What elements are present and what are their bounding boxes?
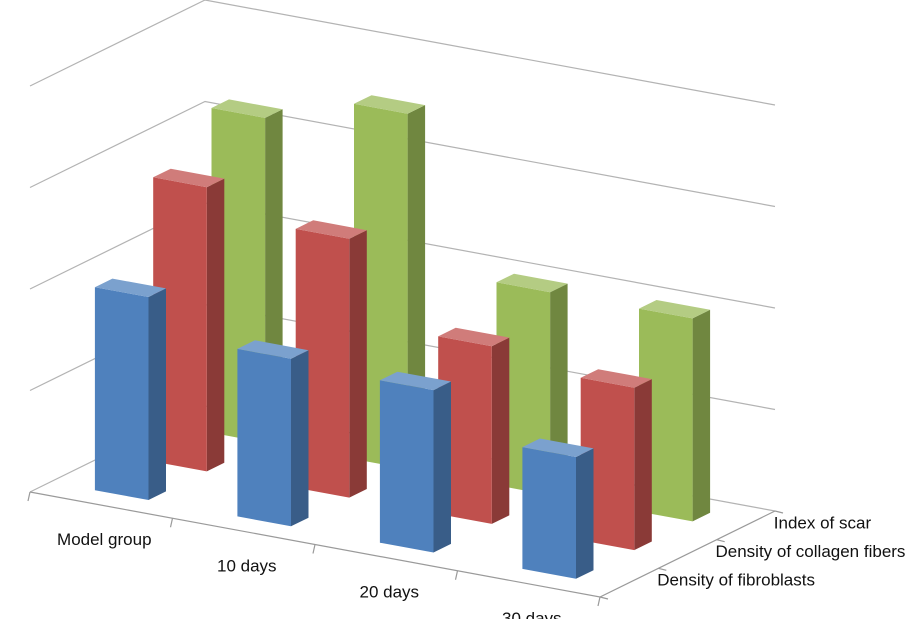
bar-top bbox=[496, 273, 568, 293]
series-tick bbox=[658, 567, 667, 571]
bar-front bbox=[94, 287, 149, 500]
category-label: 20 days bbox=[360, 583, 420, 602]
bar-front bbox=[153, 177, 207, 472]
bar-front bbox=[379, 380, 434, 553]
bar-top bbox=[211, 99, 283, 118]
bar-front bbox=[522, 447, 576, 579]
series-tick bbox=[716, 539, 725, 543]
series-label: Density of collagen fibers bbox=[716, 542, 906, 561]
bar-front bbox=[237, 348, 291, 527]
bar-top bbox=[379, 371, 451, 391]
category-tick bbox=[597, 596, 601, 607]
bar-top bbox=[522, 438, 594, 457]
bar-1-1 bbox=[94, 278, 166, 500]
category-tick bbox=[312, 544, 316, 554]
bar-side bbox=[491, 337, 510, 524]
bar-side bbox=[291, 350, 309, 527]
bar-side bbox=[576, 448, 594, 579]
bar-top bbox=[237, 340, 309, 359]
bar-front bbox=[295, 228, 350, 498]
bar-2-1 bbox=[153, 168, 225, 472]
bar-3-4 bbox=[639, 300, 711, 522]
category-label: 30 days bbox=[502, 609, 562, 619]
category-tick bbox=[27, 491, 31, 502]
series-label: Density of fibroblasts bbox=[657, 571, 815, 590]
series-tick bbox=[774, 510, 784, 514]
chart-labels: Model group 10 days 20 days 30 days Density … bbox=[57, 513, 905, 619]
category-tick bbox=[169, 518, 174, 528]
bar-side bbox=[692, 309, 711, 522]
bar-side bbox=[349, 230, 367, 498]
bar-2-4 bbox=[580, 369, 652, 551]
bar-top bbox=[94, 278, 166, 297]
bar-top bbox=[354, 95, 426, 114]
category-tick bbox=[454, 570, 459, 580]
bar-1-4 bbox=[522, 438, 594, 579]
category-label: 10 days bbox=[217, 556, 277, 575]
bar-1-2 bbox=[237, 340, 309, 527]
bar-front bbox=[580, 377, 635, 551]
bar-top bbox=[295, 220, 367, 239]
bar-front bbox=[438, 336, 492, 524]
bar-side bbox=[634, 379, 652, 551]
bar-top bbox=[153, 168, 225, 188]
series-label: Index of scar bbox=[774, 513, 872, 532]
bar-2-3 bbox=[438, 327, 510, 524]
category-label: Model group bbox=[57, 530, 152, 549]
bar-side bbox=[148, 288, 166, 500]
gridline bbox=[29, 0, 776, 106]
bar-top bbox=[580, 369, 652, 388]
gridline bbox=[29, 100, 776, 208]
bar-2-2 bbox=[295, 220, 367, 498]
chart-bars bbox=[94, 95, 711, 579]
bar-side bbox=[433, 381, 451, 553]
bar-front bbox=[639, 308, 693, 522]
bar-top bbox=[438, 327, 510, 347]
bar-top bbox=[639, 300, 711, 319]
bar-side bbox=[206, 178, 225, 472]
series-tick bbox=[599, 596, 609, 600]
bar-1-3 bbox=[379, 371, 451, 553]
